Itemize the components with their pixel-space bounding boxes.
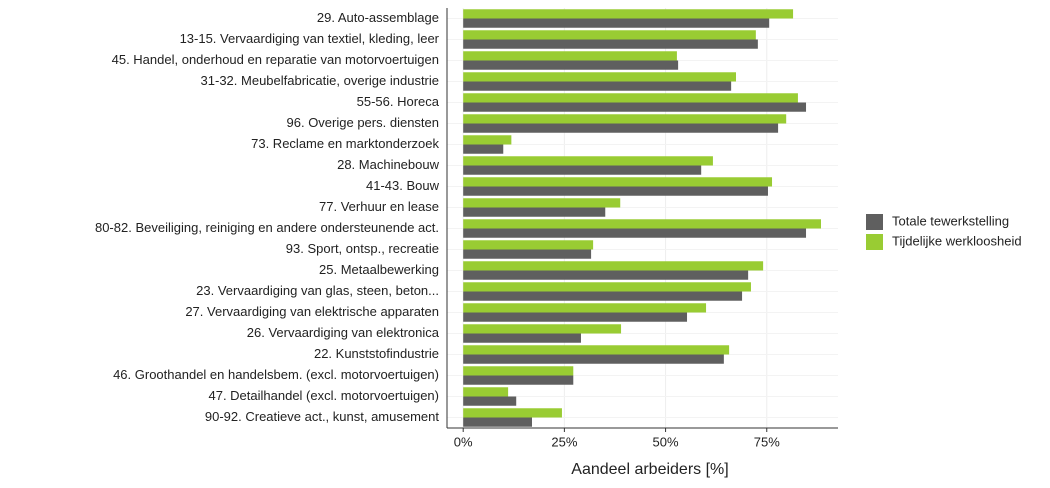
y-tick-label: 13-15. Vervaardiging van textiel, kledin… <box>180 31 440 46</box>
y-tick-label: 23. Vervaardiging van glas, steen, beton… <box>196 283 439 298</box>
bar <box>463 30 756 40</box>
bar <box>463 18 770 28</box>
bar <box>463 207 606 217</box>
legend-label: Totale tewerkstelling <box>892 213 1009 228</box>
bar <box>463 303 707 313</box>
bar <box>463 270 749 280</box>
bar <box>463 240 594 250</box>
bar <box>463 102 807 112</box>
y-tick-label: 46. Groothandel en handelsbem. (excl. mo… <box>113 367 439 382</box>
bar <box>463 375 574 385</box>
bar <box>463 261 764 271</box>
bar <box>463 387 509 397</box>
y-tick-label: 28. Machinebouw <box>337 157 440 172</box>
bar <box>463 249 592 259</box>
y-tick-label: 73. Reclame en marktonderzoek <box>251 136 439 151</box>
bar <box>463 165 702 175</box>
bar <box>463 396 517 406</box>
bar <box>463 417 532 427</box>
bar <box>463 135 512 145</box>
bar <box>463 312 688 322</box>
y-tick-label: 45. Handel, onderhoud en reparatie van m… <box>112 52 439 67</box>
x-tick-label: 75% <box>754 434 780 449</box>
bar <box>463 366 574 376</box>
legend-swatch <box>866 214 883 230</box>
legend-swatch <box>866 234 883 250</box>
y-tick-label: 31-32. Meubelfabricatie, overige industr… <box>201 73 439 88</box>
bar <box>463 51 677 61</box>
y-tick-label: 47. Detailhandel (excl. motorvoertuigen) <box>208 388 439 403</box>
y-tick-label: 22. Kunststofindustrie <box>314 346 439 361</box>
bar <box>463 93 798 103</box>
y-tick-label: 41-43. Bouw <box>366 178 440 193</box>
y-tick-label: 25. Metaalbewerking <box>319 262 439 277</box>
bar <box>463 144 504 154</box>
bar <box>463 9 794 19</box>
y-tick-label: 93. Sport, ontsp., recreatie <box>286 241 439 256</box>
bar <box>463 39 758 49</box>
bar <box>463 333 581 343</box>
bar <box>463 114 787 124</box>
bar <box>463 354 724 364</box>
y-tick-label: 26. Vervaardiging van elektronica <box>247 325 440 340</box>
bar <box>463 60 679 70</box>
bar <box>463 123 779 133</box>
bar <box>463 198 621 208</box>
y-tick-label: 96. Overige pers. diensten <box>287 115 439 130</box>
x-axis-title: Aandeel arbeiders [%] <box>571 461 728 478</box>
bar <box>463 177 773 187</box>
bar <box>463 186 768 196</box>
bar <box>463 282 751 292</box>
x-tick-label: 0% <box>454 434 473 449</box>
y-tick-label: 80-82. Beveiliging, reiniging en andere … <box>95 220 439 235</box>
y-tick-label: 90-92. Creatieve act., kunst, amusement <box>205 409 440 424</box>
bar <box>463 228 807 238</box>
bar <box>463 345 730 355</box>
x-tick-label: 25% <box>551 434 577 449</box>
bar <box>463 219 821 229</box>
bar <box>463 156 713 166</box>
y-tick-label: 77. Verhuur en lease <box>319 199 439 214</box>
y-tick-label: 55-56. Horeca <box>357 94 440 109</box>
y-tick-label: 27. Vervaardiging van elektrische appara… <box>185 304 439 319</box>
legend-label: Tijdelijke werkloosheid <box>892 233 1022 248</box>
bar <box>463 291 743 301</box>
y-tick-label: 29. Auto-assemblage <box>317 10 439 25</box>
bar <box>463 72 736 82</box>
bar <box>463 324 622 334</box>
x-tick-label: 50% <box>653 434 679 449</box>
bar <box>463 408 562 418</box>
bar <box>463 81 732 91</box>
